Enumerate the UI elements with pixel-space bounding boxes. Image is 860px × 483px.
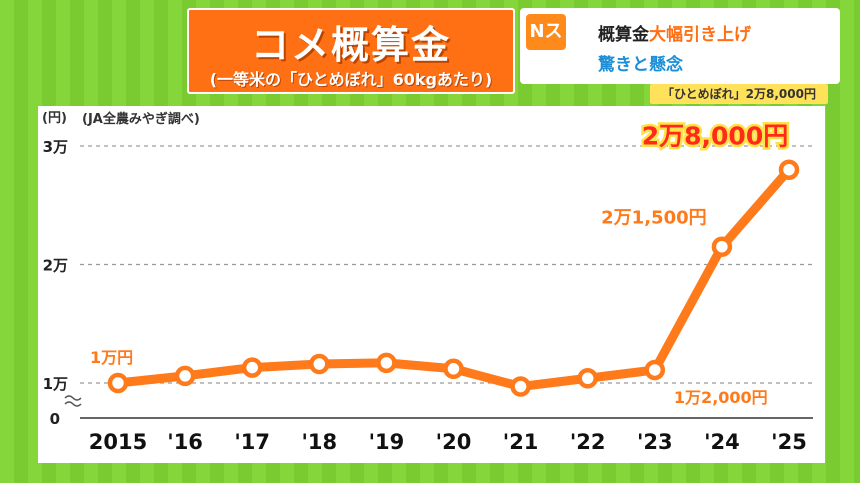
x-tick-label: '17 (234, 430, 270, 454)
x-tick-label: '16 (167, 430, 203, 454)
page-title: コメ概算金 (250, 23, 451, 67)
data-point (376, 352, 397, 374)
news-headline: 概算金大幅引き上げ (598, 20, 751, 45)
data-point (241, 357, 263, 378)
data-point (711, 236, 733, 257)
x-tick-label: '20 (436, 430, 472, 454)
series-line (113, 165, 794, 392)
data-label: 2万1,500円 (601, 208, 706, 229)
chart-panel: (円) (JA全農みやぎ調べ) 1万 2万 3万 0 2015 '16 '17 '18 '19 '… (38, 106, 825, 463)
news-headline-accent: 大幅引き上げ (649, 25, 751, 45)
data-point (577, 368, 598, 389)
grid (80, 145, 813, 384)
news-subheadline: 驚きと懸念 (598, 55, 683, 75)
title-box: コメ概算金 (一等米の「ひとめぼれ」60kgあたり) (187, 8, 515, 94)
data-point (644, 359, 666, 381)
x-tick-label: 2015 (89, 430, 147, 454)
data-point (107, 372, 129, 394)
data-label: 1万2,000円 (674, 388, 768, 407)
y-tick-label: 3万 (43, 138, 68, 156)
news-tag: 「ひとめぼれ」2万8,000円 (650, 84, 828, 104)
data-label: 2万8,000円 (642, 122, 788, 151)
y-tick-label: 2万 (43, 257, 68, 275)
y-tick-label: 1万 (43, 375, 68, 393)
x-tick-label: '25 (771, 430, 807, 454)
line-chart: (円) (JA全農みやぎ調べ) 1万 2万 3万 0 2015 '16 '17 '18 '19 '… (42, 111, 813, 454)
x-tick-label: '24 (704, 430, 740, 454)
page-subtitle: (一等米の「ひとめぼれ」60kgあたり) (209, 70, 493, 89)
x-tick-label: '19 (369, 430, 405, 454)
axes: 1万 2万 3万 0 2015 '16 '17 '18 '19 '20 '21 '22 '23 '24 '2… (43, 138, 813, 454)
data-points (107, 159, 800, 397)
y-unit-label: (円) (42, 111, 67, 126)
source-note: (JA全農みやぎ調べ) (82, 111, 200, 127)
news-panel: Nスタ 概算金大幅引き上げ 驚きと懸念 (520, 8, 840, 84)
data-point (778, 159, 800, 180)
x-tick-label: '21 (503, 430, 539, 454)
data-point (174, 365, 196, 387)
x-tick-label: '22 (570, 430, 606, 454)
data-labels: 1万円 1万2,000円 2万1,500円 2万8,000円 (90, 119, 791, 407)
data-point (309, 353, 330, 375)
x-tick-label: '23 (637, 430, 673, 454)
data-point (510, 376, 531, 397)
axis-break-icon (64, 395, 82, 407)
y-zero-label: 0 (50, 410, 60, 428)
program-logo: Nスタ (526, 14, 566, 78)
data-point (443, 358, 464, 380)
x-tick-label: '18 (301, 430, 337, 454)
series-line-path (113, 165, 794, 392)
news-headline-main: 概算金 (598, 25, 649, 45)
data-label: 1万円 (90, 348, 133, 367)
